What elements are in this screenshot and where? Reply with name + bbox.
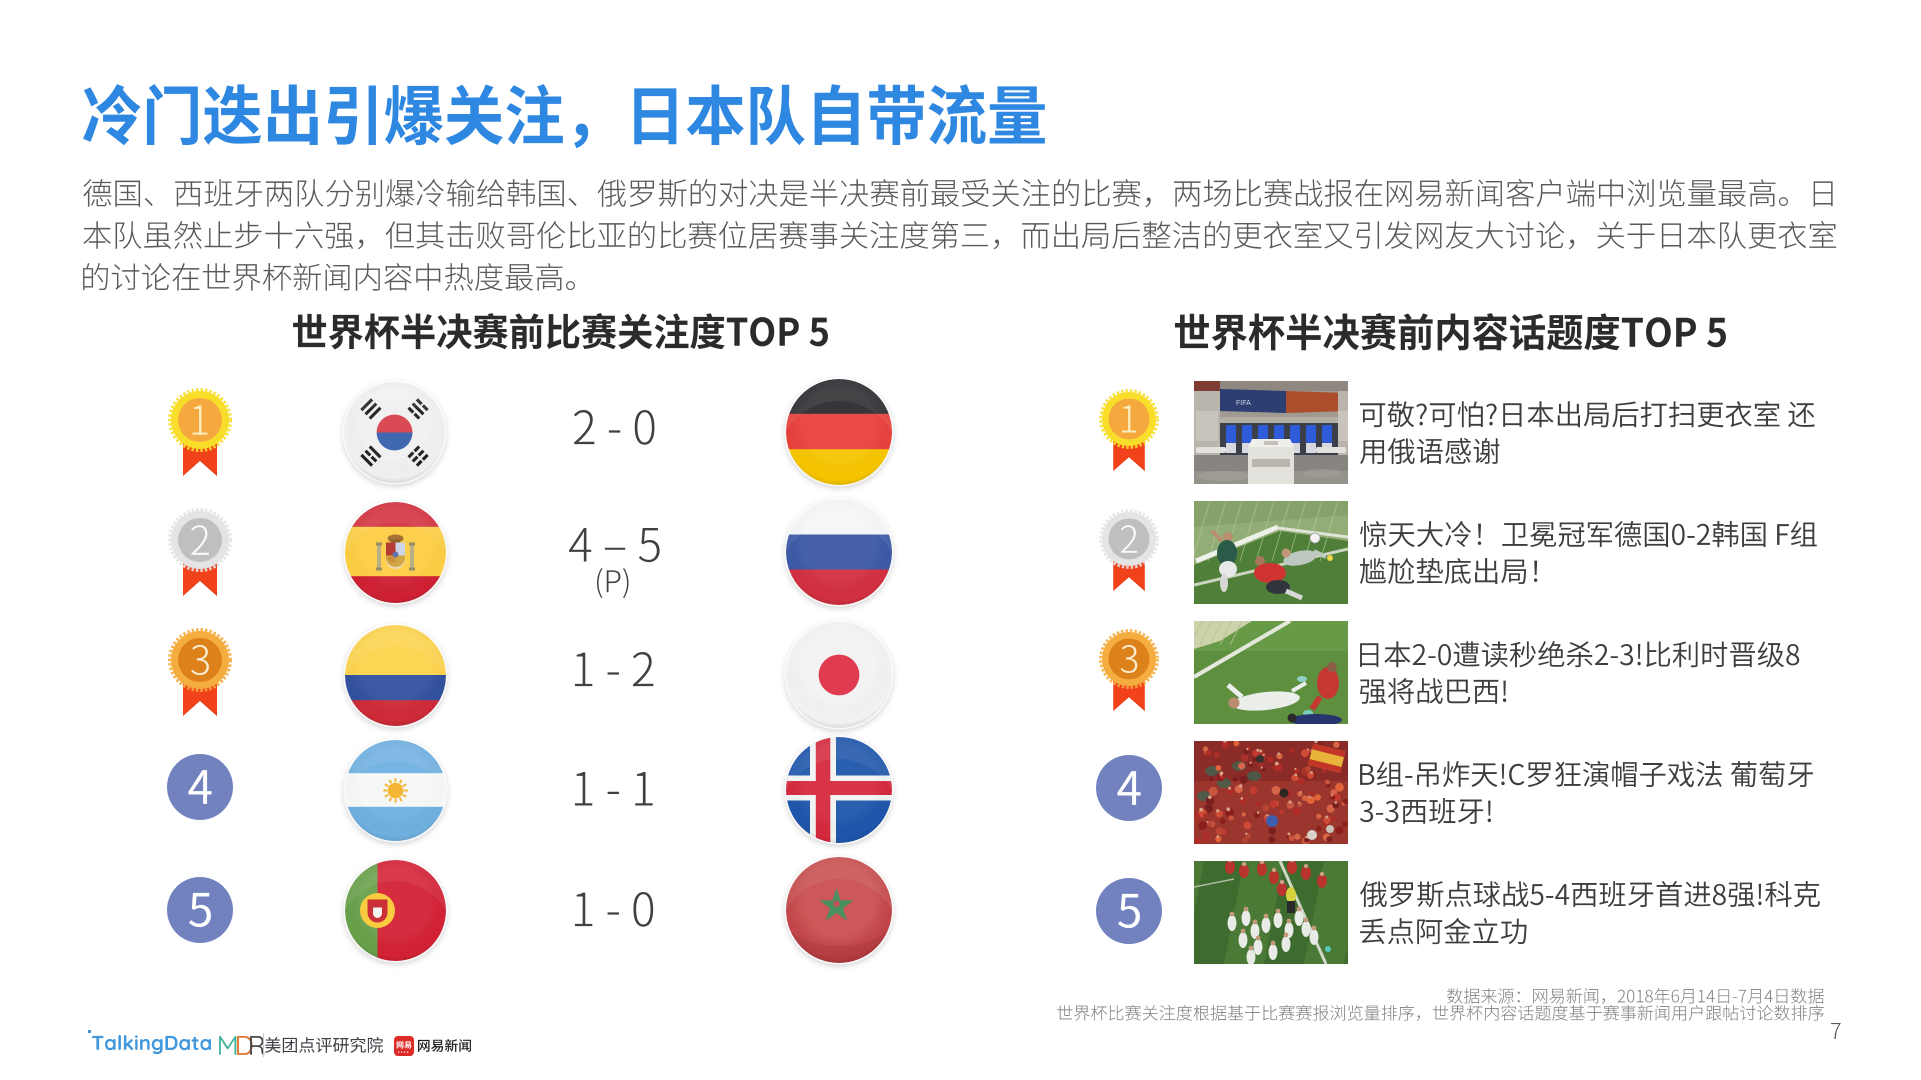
svg-text:FIFA: FIFA — [1236, 400, 1251, 407]
